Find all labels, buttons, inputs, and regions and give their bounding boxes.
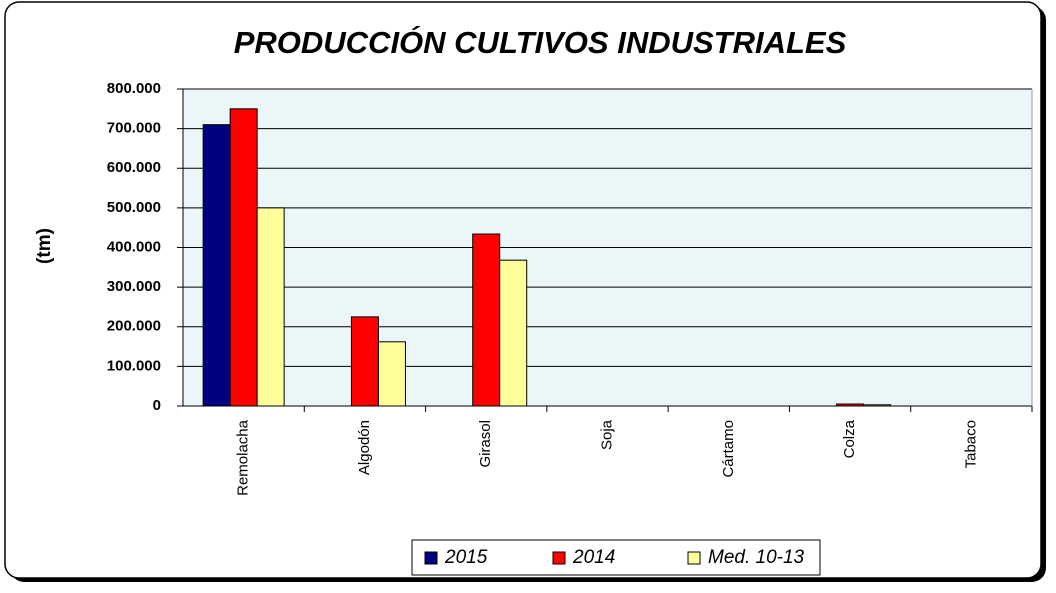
x-tick-label: Soja (598, 419, 615, 450)
y-tick-label: 700.000 (107, 120, 161, 137)
bar (836, 403, 865, 407)
y-tick-label: 100.000 (107, 357, 161, 374)
legend-label: 2014 (572, 547, 615, 568)
bar (229, 108, 258, 407)
y-tick-label: 600.000 (107, 159, 161, 176)
legend-label: 2015 (444, 547, 488, 568)
y-axis-label: (tm) (34, 228, 55, 264)
bar (499, 259, 528, 407)
legend-label: Med. 10-13 (708, 547, 805, 568)
legend-swatch (424, 551, 438, 565)
x-tick-label: Cártamo (720, 420, 737, 478)
bar (472, 233, 501, 407)
bar (350, 316, 379, 407)
y-tick-label: 400.000 (107, 238, 161, 255)
bar (256, 207, 285, 407)
legend-swatch (687, 551, 701, 565)
x-tick-label: Girasol (477, 420, 494, 468)
bar (863, 404, 892, 407)
legend (411, 539, 821, 576)
y-tick-label: 800.000 (107, 80, 161, 97)
bar (377, 341, 406, 407)
chart-title: PRODUCCIÓN CULTIVOS INDUSTRIALES (234, 25, 847, 60)
x-tick-label: Tabaco (962, 420, 979, 468)
x-tick-label: Remolacha (235, 419, 252, 496)
y-tick-label: 500.000 (107, 199, 161, 216)
legend-swatch (552, 551, 566, 565)
x-tick-label: Colza (841, 419, 858, 458)
y-tick-label: 200.000 (107, 318, 161, 335)
y-tick-label: 300.000 (107, 278, 161, 295)
x-tick-label: Algodón (356, 420, 373, 475)
bar (202, 124, 231, 407)
y-tick-label: 0 (153, 397, 161, 414)
